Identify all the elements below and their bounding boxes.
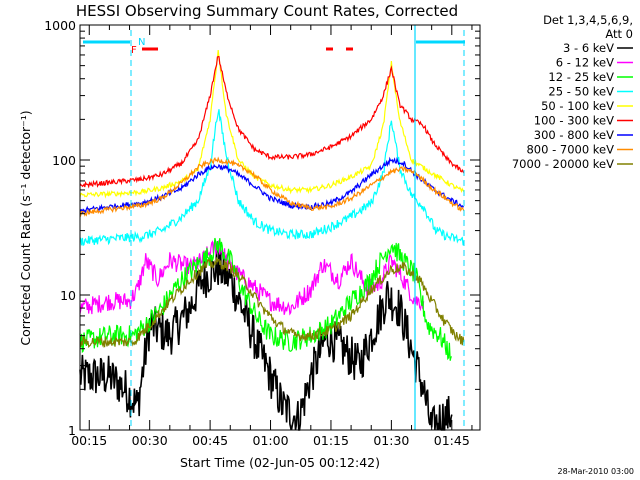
legend-label: 6 - 12 keV (556, 56, 614, 70)
axes-layer: 1 10 100 1000 00:15 00:30 00:45 01:00 01:15 01:30… (44, 18, 481, 448)
y-tick-label: 100 (52, 153, 76, 168)
legend-label: 7000 - 20000 keV (512, 157, 614, 171)
series-line-5 (79, 50, 465, 199)
legend-label: 12 - 25 keV (548, 70, 614, 84)
flag-layer: NF (83, 25, 465, 430)
series-line-9 (79, 257, 465, 349)
x-tick-label: 01:00 (253, 433, 289, 448)
chart-title: HESSI Observing Summary Count Rates, Cor… (76, 2, 458, 20)
x-tick-label: 01:30 (373, 433, 409, 448)
series-line-6 (79, 55, 465, 189)
legend-header-line-1: Det 1,3,4,5,6,9, (543, 13, 633, 27)
y-tick-label: 1000 (44, 18, 76, 33)
series-line-8 (79, 156, 465, 218)
y-axis-label: Corrected Count Rate (s⁻¹ detector⁻¹) (18, 110, 33, 345)
series-line-4 (79, 109, 465, 247)
legend-header-line-2: Att 0 (605, 27, 633, 41)
series-line-3 (79, 237, 453, 361)
legend-label: 3 - 6 keV (563, 41, 614, 55)
data-layer (79, 50, 465, 431)
x-axis-label: Start Time (02-Jun-05 00:12:42) (180, 455, 380, 470)
flare-flag-label: F (131, 45, 137, 56)
y-tick-label: 10 (60, 288, 76, 303)
series-line-1 (79, 248, 453, 431)
footer-date: 28-Mar-2010 03:00 (558, 467, 635, 476)
legend-label: 300 - 800 keV (534, 128, 614, 142)
series-line-7 (79, 156, 464, 215)
legend-label: 800 - 7000 keV (526, 143, 614, 157)
legend-label: 25 - 50 keV (548, 85, 614, 99)
x-tick-label: 00:15 (71, 433, 107, 448)
night-flag-label: N (138, 37, 145, 48)
x-tick-label: 01:15 (313, 433, 349, 448)
x-tick-label: 00:45 (192, 433, 228, 448)
x-tick-label: 00:30 (132, 433, 168, 448)
legend-label: 50 - 100 keV (541, 99, 614, 113)
x-tick-label: 01:45 (434, 433, 470, 448)
legend-label: 100 - 300 keV (534, 114, 614, 128)
plot-frame (79, 24, 481, 431)
y-tick-label: 1 (68, 423, 76, 438)
